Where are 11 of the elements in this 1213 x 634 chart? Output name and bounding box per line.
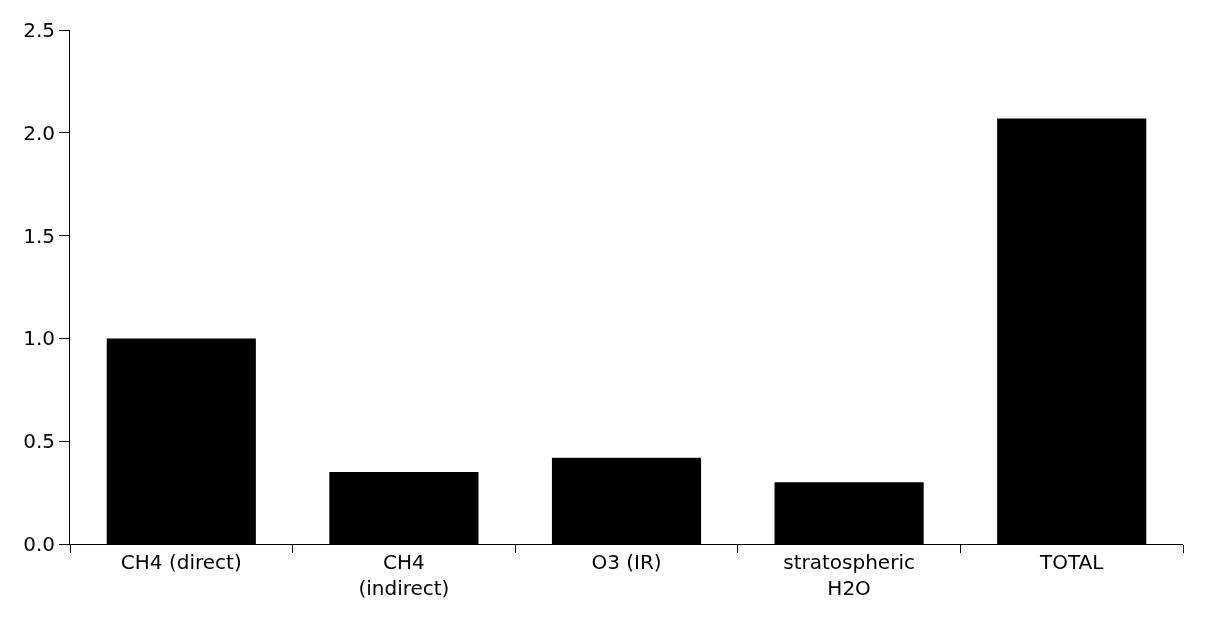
x-tick-label: CH4 (indirect) [358, 550, 450, 600]
x-tick-label: CH4 (direct) [120, 550, 242, 574]
y-tick-label: 2.5 [23, 18, 55, 42]
y-tick-label: 0.0 [23, 532, 55, 556]
x-tick-label: O3 (IR) [591, 550, 662, 574]
x-tick-label: TOTAL [1038, 550, 1105, 574]
y-tick-label: 2.0 [23, 120, 55, 145]
x-tick-label: stratospheric H2O [783, 550, 915, 600]
y-tick-label: 1.5 [23, 223, 55, 248]
y-tick-label: 1.0 [23, 326, 55, 351]
y-tick-label: 0.5 [23, 429, 55, 454]
